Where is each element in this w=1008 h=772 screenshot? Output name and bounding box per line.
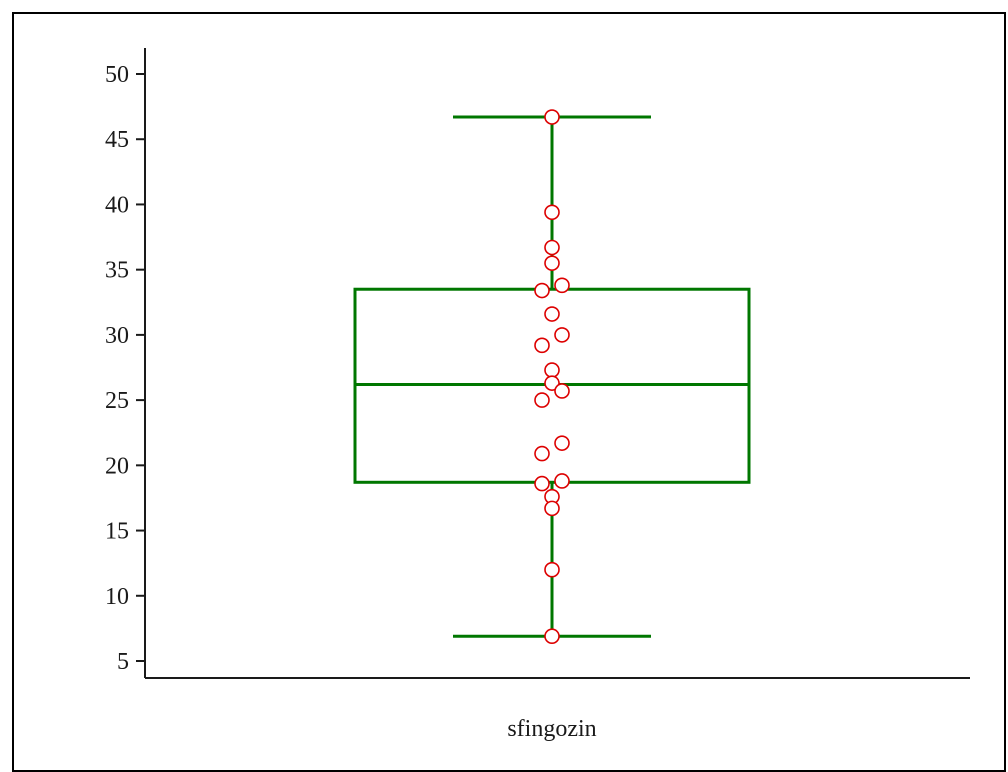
y-tick-label: 40 [105,192,129,218]
data-point [534,282,550,299]
data-point [544,204,560,221]
y-tick-label: 35 [105,258,129,284]
data-point [554,277,570,294]
y-axis: 5 10 15 20 25 30 35 40 45 50 [105,48,146,678]
y-tick-label: 15 [105,519,129,545]
y-tick-label: 50 [105,62,129,88]
data-point [534,392,550,408]
data-points [534,109,570,645]
data-point [554,435,570,451]
data-point [534,445,550,462]
data-point [544,255,560,271]
x-axis: sfingozin [145,677,970,742]
y-tick-label: 5 [117,649,129,675]
data-point [554,327,570,343]
data-point [544,239,560,256]
data-point [544,628,560,645]
data-point [554,473,570,489]
data-point [544,375,560,391]
y-tick-label: 30 [105,323,129,349]
data-point [544,109,560,125]
y-tick-label: 25 [105,388,129,414]
data-point [554,383,570,399]
data-point [544,561,560,578]
data-point [544,500,560,517]
y-tick-label: 45 [105,127,129,153]
y-tick-label: 10 [105,584,129,610]
x-category-label: sfingozin [507,716,596,742]
data-point [534,475,550,492]
data-point [534,337,550,354]
chart-frame [12,12,1006,772]
y-tick-label: 20 [105,453,129,479]
data-point [544,362,560,378]
data-point [544,306,560,322]
